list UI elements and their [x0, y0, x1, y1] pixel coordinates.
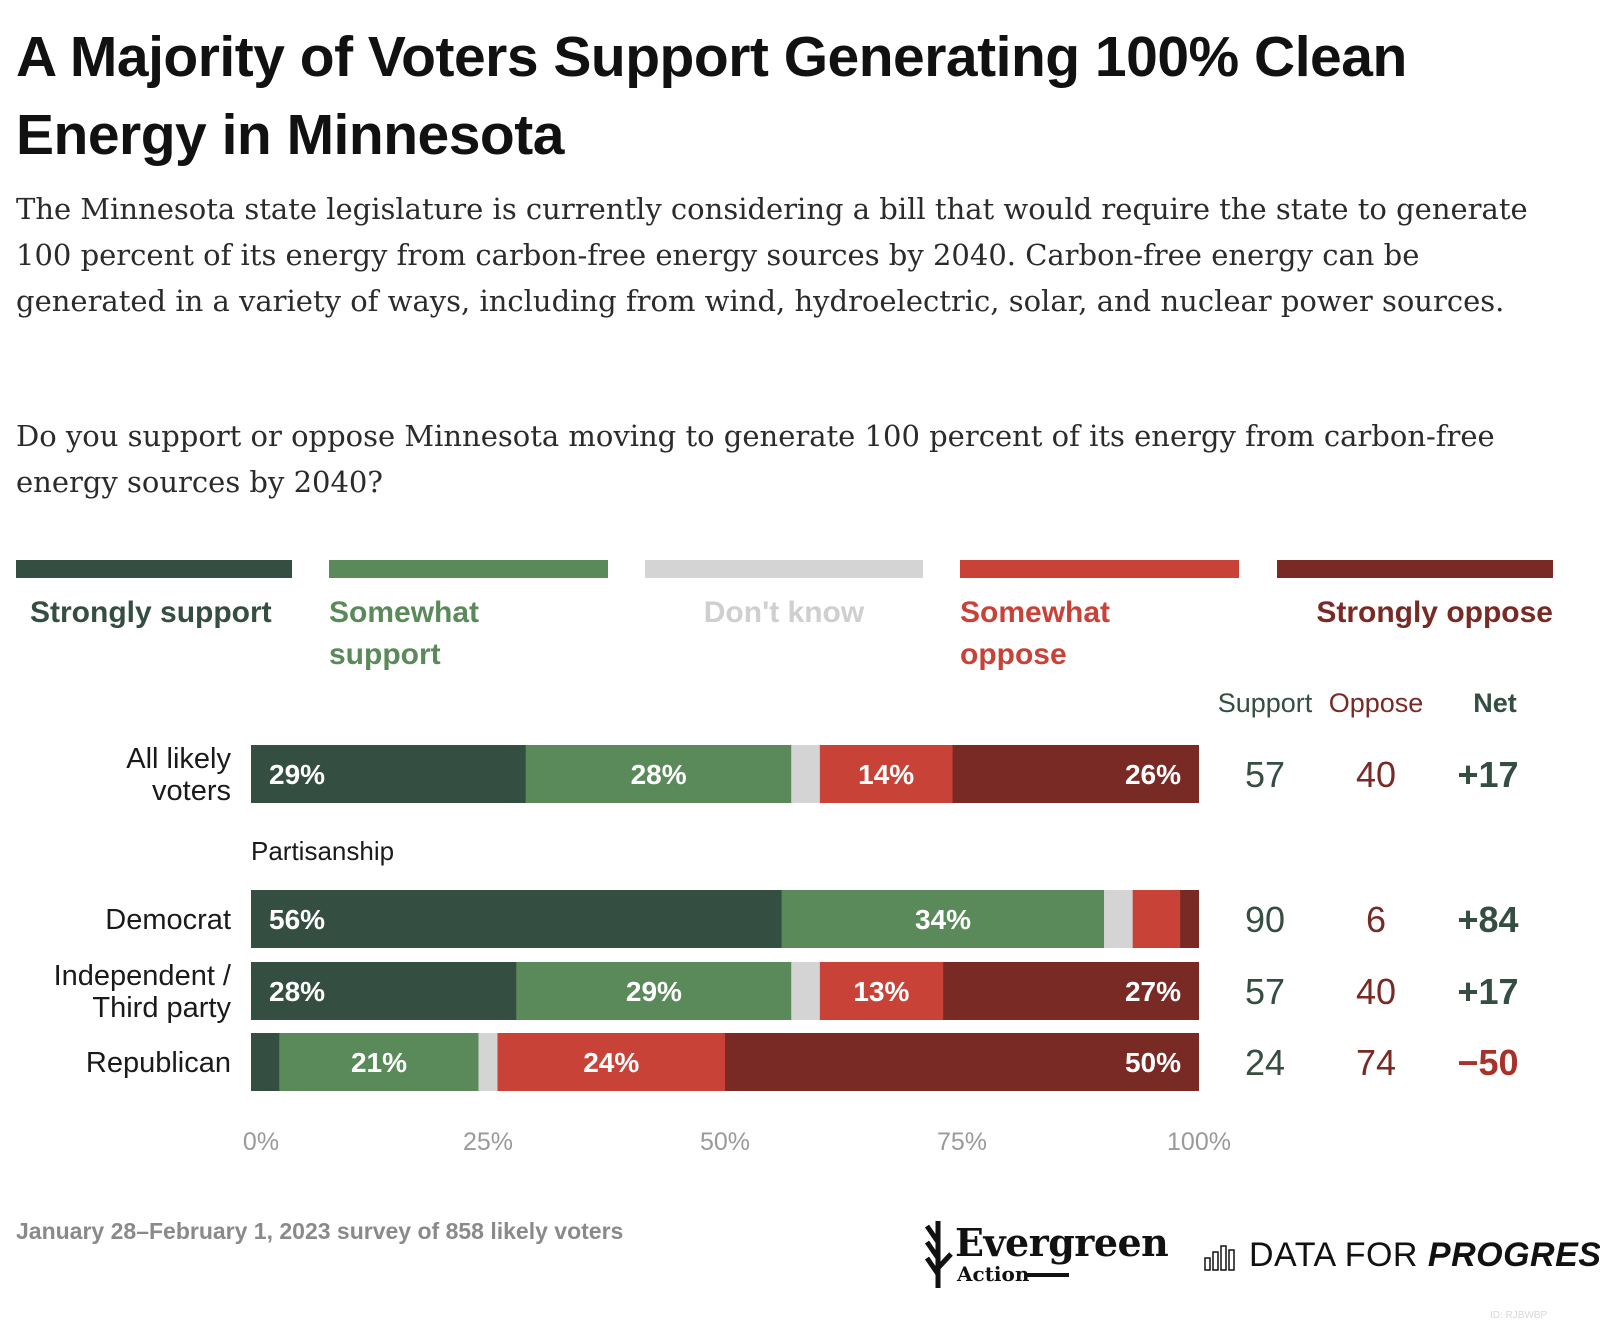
legend-swatch: [960, 560, 1239, 578]
row-label: Third party: [92, 992, 231, 1024]
support-total: 57: [1245, 971, 1285, 1012]
data-label: 29%: [269, 759, 325, 790]
data-label: 14%: [858, 759, 914, 790]
bar-segment: [819, 745, 953, 803]
net-total: +17: [1457, 971, 1518, 1012]
x-tick-label: 25%: [463, 1128, 513, 1156]
column-header-support: Support: [1218, 688, 1313, 718]
evergreen-action-logo: Evergreen Action: [925, 1218, 1169, 1288]
oppose-total: 6: [1366, 899, 1386, 940]
legend-swatch: [645, 560, 923, 578]
bar-segment: [251, 1033, 280, 1091]
legend-swatch: [1277, 560, 1553, 578]
dfp-wordmark-italic: PROGRESS: [1427, 1236, 1600, 1274]
legend-item-somewhat-support: Somewhat support: [329, 560, 608, 676]
data-label: 13%: [853, 976, 909, 1007]
bar-chart-icon: [1204, 1245, 1235, 1271]
bar-segment: [791, 745, 820, 803]
support-total: 24: [1245, 1042, 1285, 1083]
bar-segment: [478, 1033, 498, 1091]
legend-item-dont-know: Don't know: [645, 560, 923, 634]
bar-segment: [279, 1033, 479, 1091]
legend-swatch: [329, 560, 608, 578]
evergreen-wordmark: Evergreen: [955, 1220, 1169, 1265]
legend-label: Strongly support: [30, 596, 272, 629]
data-label: 56%: [269, 904, 325, 935]
bar-segment: [516, 962, 792, 1020]
legend-item-strongly-oppose: Strongly oppose: [1277, 560, 1553, 634]
x-tick-label: 75%: [937, 1128, 987, 1156]
bar-segment: [497, 1033, 725, 1091]
group-label-partisanship: Partisanship: [251, 836, 394, 866]
net-total: −50: [1457, 1042, 1518, 1083]
net-total: +17: [1457, 754, 1518, 795]
oppose-total: 40: [1356, 754, 1396, 795]
support-total: 57: [1245, 754, 1285, 795]
row-label: voters: [152, 775, 231, 807]
chart-title: A Majority of Voters Support Generating …: [16, 25, 1407, 167]
survey-question: Do you support or oppose Minnesota movin…: [16, 419, 1495, 499]
column-header-oppose: Oppose: [1329, 688, 1424, 718]
data-label: 34%: [915, 904, 971, 935]
dfp-wordmark-regular: DATA FOR: [1249, 1236, 1428, 1274]
data-label: 24%: [583, 1047, 639, 1078]
x-tick-label: 100%: [1167, 1128, 1231, 1156]
legend-item-somewhat-oppose: Somewhat oppose: [960, 560, 1239, 676]
bar-segment: [725, 1033, 1199, 1091]
data-label: 50%: [1125, 1047, 1181, 1078]
legend-label: Somewhat support: [329, 596, 480, 671]
legend-swatch: [16, 560, 292, 578]
row-label: Independent /: [54, 960, 232, 992]
x-tick-label: 0%: [243, 1128, 279, 1156]
chart-subtitle: The Minnesota state legislature is curre…: [16, 192, 1528, 318]
evergreen-tree-icon: [925, 1221, 953, 1288]
net-total: +84: [1457, 899, 1518, 940]
survey-footnote: January 28–February 1, 2023 survey of 85…: [16, 1218, 624, 1244]
row-label: All likely: [126, 743, 231, 775]
data-label: 27%: [1125, 976, 1181, 1007]
data-label: 26%: [1125, 759, 1181, 790]
image-id: ID: RJBWBP: [1490, 1310, 1548, 1321]
stacked-bar-chart: Support Oppose Net Partisanship 29% 28% 14% 26%…: [54, 688, 1519, 1156]
bar-segment: [525, 745, 792, 803]
bar-segment: [943, 962, 1199, 1020]
bar-segment: [251, 962, 517, 1020]
legend-label: Don't know: [703, 596, 865, 629]
oppose-total: 74: [1356, 1042, 1396, 1083]
row-label: Republican: [86, 1047, 231, 1079]
column-header-net: Net: [1473, 688, 1517, 718]
evergreen-action-text: Action: [957, 1262, 1030, 1286]
legend-label: Somewhat oppose: [960, 596, 1111, 671]
bar-segment: [819, 962, 944, 1020]
bar-segment: [251, 890, 782, 948]
data-label: 29%: [626, 976, 682, 1007]
data-label: 28%: [631, 759, 687, 790]
data-label: 28%: [269, 976, 325, 1007]
legend-item-strongly-support: Strongly support: [16, 560, 292, 634]
dfp-wordmark: DATA FOR PROGRESS: [1249, 1236, 1600, 1275]
bar-segment: [781, 890, 1105, 948]
support-total: 90: [1245, 899, 1285, 940]
bar-segment: [251, 745, 526, 803]
oppose-total: 40: [1356, 971, 1396, 1012]
bar-segment: [952, 745, 1199, 803]
bar-segment: [1180, 890, 1199, 948]
bar-segment: [1104, 890, 1133, 948]
data-label: 21%: [351, 1047, 407, 1078]
evergreen-underline: [1025, 1273, 1069, 1277]
legend-label: Strongly oppose: [1316, 596, 1553, 629]
row-label: Democrat: [105, 904, 231, 936]
bar-segment: [791, 962, 820, 1020]
x-tick-label: 50%: [700, 1128, 750, 1156]
bar-segment: [1132, 890, 1181, 948]
